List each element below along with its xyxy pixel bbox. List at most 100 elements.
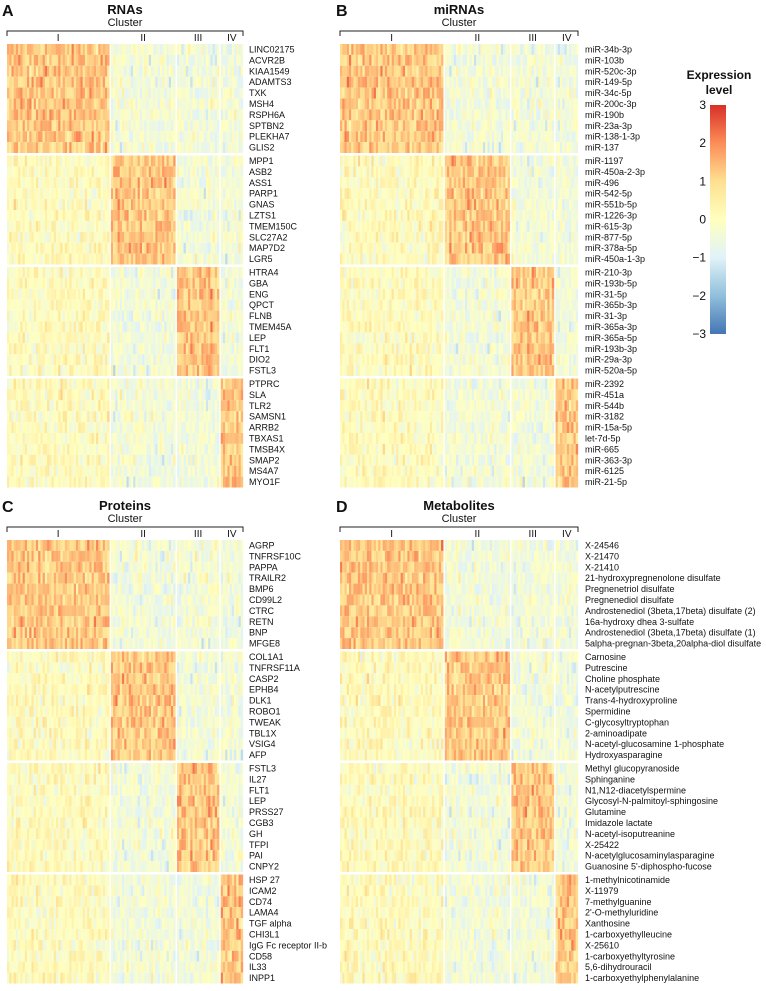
heatmap-cell: [240, 76, 244, 88]
heatmap-cell: [104, 299, 108, 311]
heatmap-cell: [212, 253, 215, 265]
heatmap-cell: [569, 98, 572, 110]
heatmap-cell: [142, 166, 145, 178]
heatmap-cell: [100, 476, 103, 488]
heatmap-cell: [429, 54, 433, 66]
heatmap-cell: [62, 321, 66, 333]
heatmap-cell: [91, 332, 94, 344]
heatmap-cell: [47, 109, 50, 121]
heatmap-cell: [115, 98, 118, 110]
heatmap-cell: [104, 199, 108, 210]
heatmap-cell: [18, 155, 21, 167]
heatmap-cell: [119, 177, 123, 189]
heatmap-cell: [153, 120, 156, 132]
heatmap-cell: [91, 288, 94, 300]
heatmap-cell: [518, 98, 521, 110]
heatmap-cell: [62, 253, 66, 265]
heatmap-cell: [231, 332, 235, 344]
heatmap-cell: [192, 267, 195, 278]
heatmap-cell: [342, 76, 345, 88]
heatmap-cell: [84, 422, 88, 433]
heatmap-cell: [179, 65, 182, 77]
heatmap-cell: [135, 422, 138, 433]
heatmap-cell: [162, 242, 165, 254]
heatmap-cell: [117, 354, 120, 366]
heatmap-cell: [168, 87, 172, 99]
heatmap-cell: [93, 177, 97, 189]
row-label: TMSB4X: [249, 444, 285, 454]
heatmap-cell: [240, 378, 244, 390]
heatmap-cell: [9, 131, 12, 143]
heatmap-cell: [35, 332, 39, 344]
heatmap-cell: [227, 332, 230, 344]
heatmap-cell: [98, 188, 101, 200]
row-label: MS4A7: [249, 466, 279, 476]
heatmap-cell: [47, 177, 50, 189]
row-label: ACVR2B: [249, 55, 285, 65]
heatmap-cell: [58, 120, 61, 132]
heatmap-cell: [62, 87, 66, 99]
heatmap-cell: [73, 433, 77, 444]
heatmap-cell: [128, 188, 132, 200]
heatmap-cell: [55, 210, 59, 221]
heatmap-cell: [171, 166, 174, 178]
heatmap-cell: [137, 454, 140, 466]
heatmap-cell: [173, 54, 176, 66]
heatmap-cell: [227, 422, 230, 433]
heatmap-cell: [24, 54, 28, 66]
heatmap-cell: [203, 288, 207, 300]
heatmap-cell: [78, 433, 81, 444]
heatmap-cell: [67, 389, 70, 401]
heatmap-cell: [40, 109, 43, 121]
heatmap-cell: [84, 177, 88, 189]
heatmap-cell: [82, 76, 86, 88]
heatmap-cell: [13, 120, 17, 132]
heatmap-cell: [464, 44, 468, 55]
heatmap-cell: [130, 277, 134, 289]
heatmap-cell: [102, 44, 106, 55]
heatmap-cell: [67, 378, 70, 390]
heatmap-cell: [31, 188, 34, 200]
heatmap-cell: [137, 220, 140, 232]
heatmap-cell: [181, 231, 184, 243]
heatmap-cell: [157, 120, 161, 132]
heatmap-cell: [49, 120, 52, 132]
heatmap-cell: [176, 109, 180, 121]
heatmap-cell: [113, 131, 116, 143]
heatmap-cell: [551, 54, 555, 66]
heatmap-cell: [38, 54, 41, 66]
heatmap-cell: [423, 44, 426, 55]
heatmap-cell: [38, 433, 41, 444]
heatmap-cell: [220, 98, 224, 110]
heatmap-cell: [53, 142, 57, 153]
heatmap-cell: [196, 188, 200, 200]
heatmap-cell: [130, 422, 134, 433]
heatmap-cell: [405, 54, 408, 66]
heatmap-cell: [20, 177, 23, 189]
heatmap-cell: [49, 277, 52, 289]
heatmap-cell: [225, 210, 228, 221]
heatmap-cell: [220, 443, 224, 455]
heatmap-cell: [176, 277, 180, 289]
heatmap-cell: [13, 199, 17, 210]
heatmap-cell: [214, 54, 218, 66]
heatmap-cell: [126, 98, 129, 110]
heatmap-cell: [342, 109, 345, 121]
heatmap-cell: [24, 44, 28, 55]
heatmap-cell: [24, 87, 28, 99]
heatmap-cell: [18, 400, 21, 412]
heatmap-cell: [126, 188, 129, 200]
heatmap-cell: [227, 321, 230, 333]
heatmap-cell: [40, 443, 43, 455]
heatmap-cell: [24, 389, 28, 401]
heatmap-cell: [222, 155, 226, 167]
heatmap-cell: [210, 199, 213, 210]
heatmap-cell: [91, 378, 94, 390]
heatmap-cell: [69, 354, 72, 366]
heatmap-cell: [482, 54, 486, 66]
heatmap-cell: [44, 378, 48, 390]
heatmap-cell: [396, 98, 399, 110]
heatmap-cell: [148, 411, 152, 423]
row-label: MYO1F: [249, 477, 281, 487]
heatmap-cell: [203, 476, 207, 488]
